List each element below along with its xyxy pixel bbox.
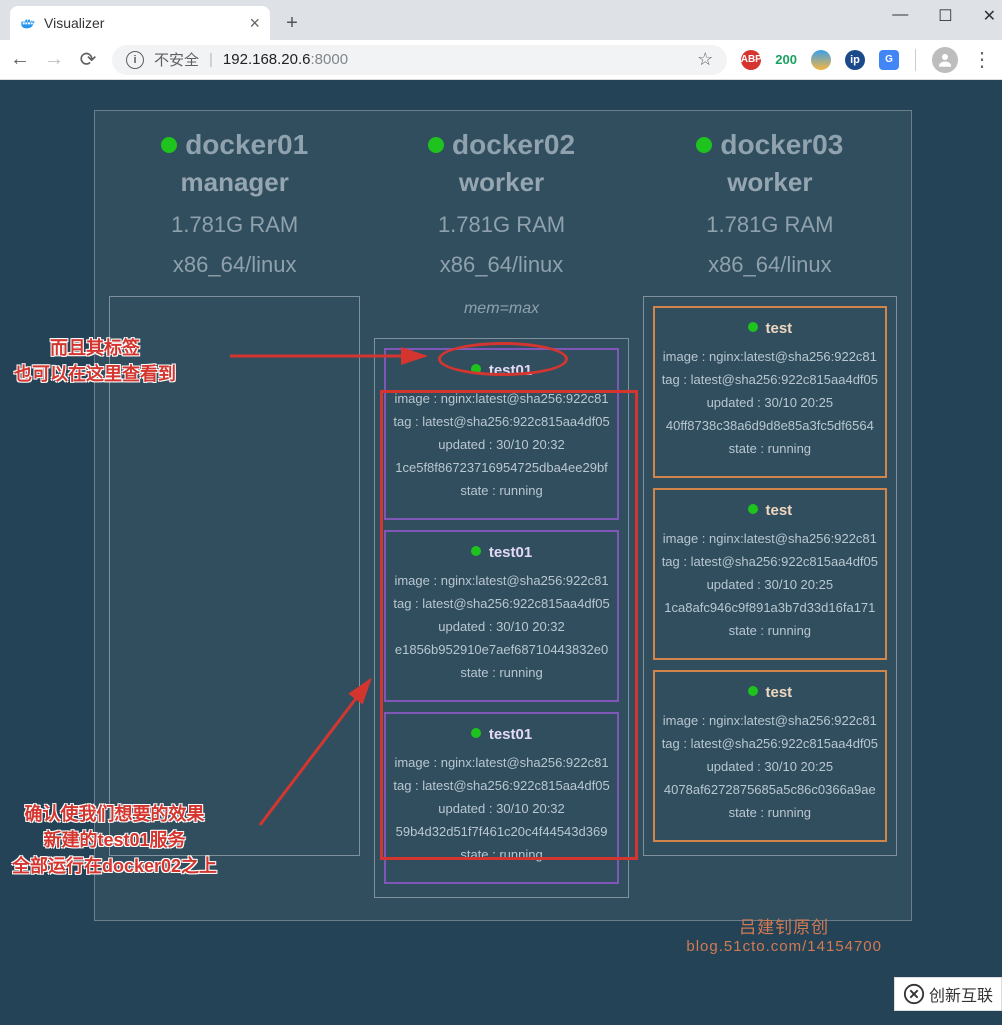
- node-column-docker01: docker01 manager 1.781G RAM x86_64/linux: [109, 123, 360, 898]
- annotation-bottom: 确认使我们想要的效果 新建的test01服务 全部运行在docker02之上: [12, 800, 217, 878]
- browser-tab[interactable]: Visualizer ×: [10, 6, 270, 40]
- task-updated: updated : 30/10 20:25: [662, 395, 878, 410]
- node-role: manager: [109, 167, 360, 198]
- url-host: 192.168.20.6: [223, 51, 311, 68]
- watermark-brand: 创新互联: [894, 977, 1002, 1011]
- task-id: 4078af6272875685a5c86c0366a9ae: [662, 782, 878, 797]
- task-container: test image : nginx:latest@sha256:922c81 ta…: [643, 296, 897, 856]
- ip-icon[interactable]: ip: [845, 50, 865, 70]
- minimize-icon[interactable]: —: [892, 6, 908, 26]
- task-name: test: [662, 320, 878, 337]
- node-name: docker02: [452, 129, 575, 160]
- ext-icon-1[interactable]: [811, 50, 831, 70]
- browser-tabbar: Visualizer × + — ☐ ✕: [0, 0, 1002, 40]
- task-id: 1ca8afc946c9f891a3b7d33d16fa171: [662, 600, 878, 615]
- node-arch: x86_64/linux: [643, 252, 897, 278]
- new-tab-button[interactable]: +: [278, 9, 306, 37]
- task-id: 40ff8738c38a6d9d8e85a3fc5df6564: [662, 418, 878, 433]
- task-name: test: [662, 502, 878, 519]
- node-arch: x86_64/linux: [109, 252, 360, 278]
- task-image: image : nginx:latest@sha256:922c81: [662, 531, 878, 546]
- info-icon[interactable]: i: [126, 51, 144, 69]
- node-name: docker03: [720, 129, 843, 160]
- browser-toolbar: ← → ⟳ i 不安全 | 192.168.20.6:8000 ☆ ABP 20…: [0, 40, 1002, 80]
- close-window-icon[interactable]: ✕: [983, 6, 996, 26]
- docker-icon: [20, 15, 36, 31]
- url-port: :8000: [311, 51, 349, 68]
- profile-icon[interactable]: [932, 47, 958, 73]
- node-name: docker01: [185, 129, 308, 160]
- window-controls: — ☐ ✕: [892, 6, 996, 26]
- abp-icon[interactable]: ABP: [741, 50, 761, 70]
- node-arch: x86_64/linux: [374, 252, 628, 278]
- node-column-docker03: docker03 worker 1.781G RAM x86_64/linux …: [643, 123, 897, 898]
- node-label: mem=max: [374, 300, 628, 318]
- task-tag: tag : latest@sha256:922c815aa4df05: [662, 736, 878, 751]
- ext-badge[interactable]: 200: [775, 52, 797, 67]
- status-dot-icon: [161, 137, 177, 153]
- extensions: ABP 200 ip G ⋮: [741, 47, 992, 73]
- node-role: worker: [374, 167, 628, 198]
- annotation-top: 而且其标签 也可以在这里查看到: [14, 334, 176, 386]
- tab-close-icon[interactable]: ×: [249, 13, 260, 34]
- task-state: state : running: [662, 441, 878, 456]
- node-ram: 1.781G RAM: [374, 212, 628, 238]
- task-card[interactable]: test image : nginx:latest@sha256:922c81 ta…: [653, 488, 887, 660]
- status-dot-icon: [696, 137, 712, 153]
- node-role: worker: [643, 167, 897, 198]
- forward-icon: →: [44, 48, 64, 71]
- task-updated: updated : 30/10 20:25: [662, 577, 878, 592]
- reload-icon[interactable]: ⟳: [78, 47, 98, 72]
- menu-icon[interactable]: ⋮: [972, 47, 992, 72]
- node-ram: 1.781G RAM: [643, 212, 897, 238]
- task-card[interactable]: test image : nginx:latest@sha256:922c81 ta…: [653, 670, 887, 842]
- task-tag: tag : latest@sha256:922c815aa4df05: [662, 372, 878, 387]
- tab-title: Visualizer: [44, 15, 104, 31]
- watermark-author: 吕建钊原创 blog.51cto.com/14154700: [686, 913, 882, 955]
- page-viewport: docker01 manager 1.781G RAM x86_64/linux…: [0, 80, 1002, 1025]
- task-card[interactable]: test image : nginx:latest@sha256:922c81 ta…: [653, 306, 887, 478]
- task-state: state : running: [662, 805, 878, 820]
- task-tag: tag : latest@sha256:922c815aa4df05: [662, 554, 878, 569]
- back-icon[interactable]: ←: [10, 48, 30, 71]
- status-dot-icon: [428, 137, 444, 153]
- task-image: image : nginx:latest@sha256:922c81: [662, 713, 878, 728]
- maximize-icon[interactable]: ☐: [938, 6, 952, 26]
- task-image: image : nginx:latest@sha256:922c81: [662, 349, 878, 364]
- task-updated: updated : 30/10 20:25: [662, 759, 878, 774]
- task-state: state : running: [662, 623, 878, 638]
- task-name: test: [662, 684, 878, 701]
- annotation-rect: [380, 390, 638, 860]
- address-bar[interactable]: i 不安全 | 192.168.20.6:8000 ☆: [112, 45, 727, 75]
- bookmark-star-icon[interactable]: ☆: [697, 49, 713, 70]
- security-status: 不安全: [154, 49, 199, 70]
- translate-icon[interactable]: G: [879, 50, 899, 70]
- node-ram: 1.781G RAM: [109, 212, 360, 238]
- annotation-ellipse: [438, 342, 568, 376]
